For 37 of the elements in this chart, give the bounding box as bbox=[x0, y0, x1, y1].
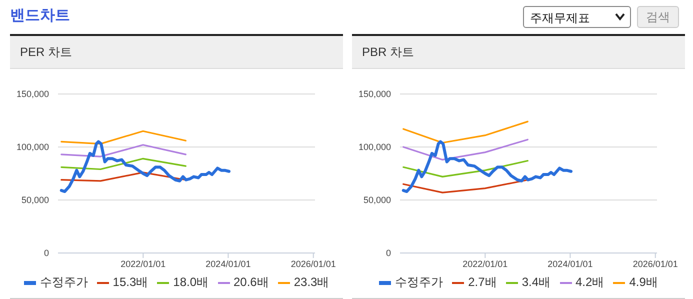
line-series bbox=[60, 158, 186, 170]
y-tick-label: 150,000 bbox=[358, 89, 391, 99]
legend-label: 수정주가 bbox=[395, 274, 444, 291]
x-tick-label: 2026/01/01 bbox=[290, 259, 336, 269]
line-series bbox=[402, 138, 528, 161]
y-tick-label: 0 bbox=[44, 248, 49, 258]
legend-label: 4.9배 bbox=[629, 274, 658, 291]
line-series bbox=[60, 140, 231, 194]
chart-title: PBR 차트 bbox=[352, 36, 685, 69]
legend-label: 18.0배 bbox=[173, 274, 208, 291]
legend-label: 2.7배 bbox=[468, 274, 497, 291]
legend-label: 15.3배 bbox=[112, 274, 148, 291]
x-tick-label: 2022/01/01 bbox=[462, 259, 508, 269]
line-series bbox=[402, 179, 528, 194]
legend-label: 23.3배 bbox=[294, 274, 330, 291]
legend-label: 수정주가 bbox=[40, 274, 88, 291]
chart-title: PER 차트 bbox=[10, 36, 343, 69]
y-tick-label: 50,000 bbox=[363, 195, 391, 205]
x-tick-label: 2024/01/01 bbox=[206, 259, 251, 269]
text: 검색 bbox=[637, 6, 679, 28]
legend-label: 4.2배 bbox=[576, 274, 604, 291]
text: 주재무제표 bbox=[523, 6, 631, 28]
line-series bbox=[60, 130, 186, 145]
legend-label: 3.4배 bbox=[522, 274, 550, 291]
y-tick-label: 0 bbox=[386, 248, 391, 258]
line-series bbox=[402, 160, 528, 178]
y-tick-label: 150,000 bbox=[16, 89, 49, 99]
x-tick-label: 2024/01/01 bbox=[548, 259, 593, 269]
line-series bbox=[402, 140, 573, 194]
legend-label: 20.6배 bbox=[234, 274, 269, 291]
x-tick-label: 2026/01/01 bbox=[632, 259, 678, 269]
line-series bbox=[402, 120, 528, 144]
x-tick-label: 2022/01/01 bbox=[120, 259, 166, 269]
y-tick-label: 100,000 bbox=[358, 142, 391, 152]
y-tick-label: 50,000 bbox=[21, 195, 49, 205]
text: 밴드차트 bbox=[10, 6, 70, 25]
y-tick-label: 100,000 bbox=[16, 142, 49, 152]
